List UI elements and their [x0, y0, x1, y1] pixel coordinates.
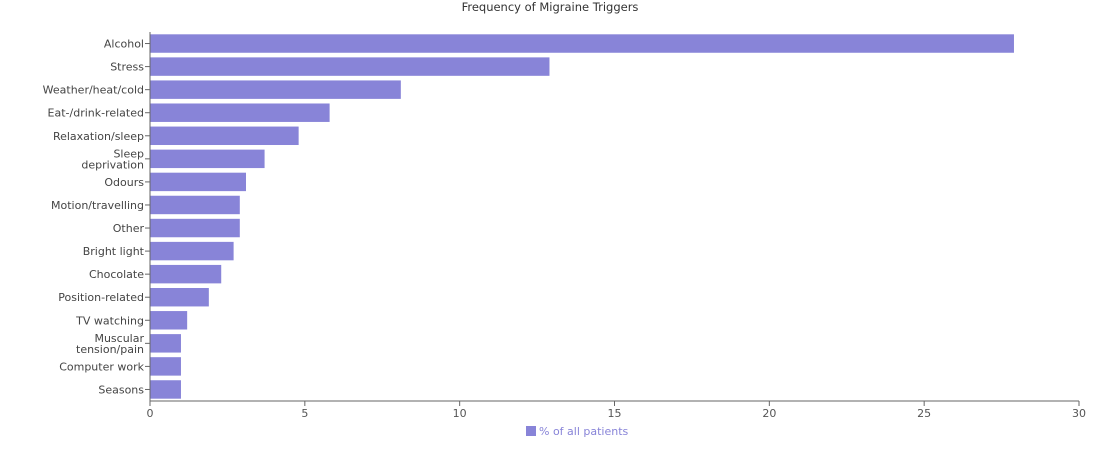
y-tick-label-position-related: Position-related	[58, 291, 144, 304]
bar-seasons[interactable]	[150, 380, 181, 399]
bar-relaxation-sleep[interactable]	[150, 126, 299, 146]
x-tick-label-0: 0	[147, 407, 154, 420]
y-tick-label-tv-watching: TV watching	[75, 314, 144, 327]
bar-other[interactable]	[150, 218, 240, 238]
bar-motion-travelling[interactable]	[150, 195, 240, 215]
bar-position-related[interactable]	[150, 287, 209, 307]
y-tick-label-other: Other	[113, 222, 145, 235]
bar-computer-work[interactable]	[150, 357, 181, 376]
bar-alcohol[interactable]	[150, 34, 1014, 53]
x-tick-label-25: 25	[917, 407, 931, 420]
bar-tv-watching[interactable]	[150, 311, 188, 330]
x-tick-label-5: 5	[301, 407, 308, 420]
y-tick-label-alcohol: Alcohol	[104, 38, 144, 51]
y-tick-label-relaxation-sleep: Relaxation/sleep	[53, 130, 144, 143]
x-tick-label-30: 30	[1072, 407, 1086, 420]
y-tick-label-weather-heat-cold: Weather/heat/cold	[43, 84, 144, 97]
bar-odours[interactable]	[150, 172, 246, 192]
bar-sleep-deprivation[interactable]	[150, 149, 265, 169]
x-tick-label-10: 10	[453, 407, 467, 420]
legend-label: % of all patients	[539, 425, 629, 438]
bars-group	[150, 34, 1014, 399]
bar-weather-heat-cold[interactable]	[150, 80, 401, 99]
y-tick-label-stress: Stress	[110, 61, 144, 74]
y-tick-label-motion-travelling: Motion/travelling	[51, 199, 144, 212]
x-tick-label-15: 15	[608, 407, 622, 420]
bar-muscular-tension-pain[interactable]	[150, 334, 181, 353]
y-tick-label-computer-work: Computer work	[59, 360, 144, 373]
x-tick-label-20: 20	[762, 407, 776, 420]
bar-eat-drink-related[interactable]	[150, 103, 330, 122]
y-tick-label-sleep-deprivation: Sleep deprivation	[81, 147, 144, 171]
chart-title: Frequency of Migraine Triggers	[462, 0, 639, 14]
y-tick-label-odours: Odours	[104, 176, 144, 189]
legend-swatch	[526, 426, 536, 436]
y-axis: Alcohol Stress Weather/heat/cold Eat-/drink…	[43, 32, 151, 401]
y-tick-label-chocolate: Chocolate	[89, 268, 144, 281]
bar-stress[interactable]	[150, 57, 550, 76]
legend[interactable]: % of all patients	[526, 425, 629, 438]
y-tick-label-eat-drink-related: Eat-/drink-related	[48, 107, 144, 120]
bar-chocolate[interactable]	[150, 264, 222, 284]
bar-bright-light[interactable]	[150, 241, 234, 261]
x-axis: 0 5 10 15 20 25 30	[147, 400, 1086, 420]
y-tick-label-seasons: Seasons	[98, 383, 144, 396]
y-tick-label-bright-light: Bright light	[83, 245, 145, 258]
y-tick-label-muscular-tension-pain: Muscular tension/pain	[76, 332, 144, 356]
